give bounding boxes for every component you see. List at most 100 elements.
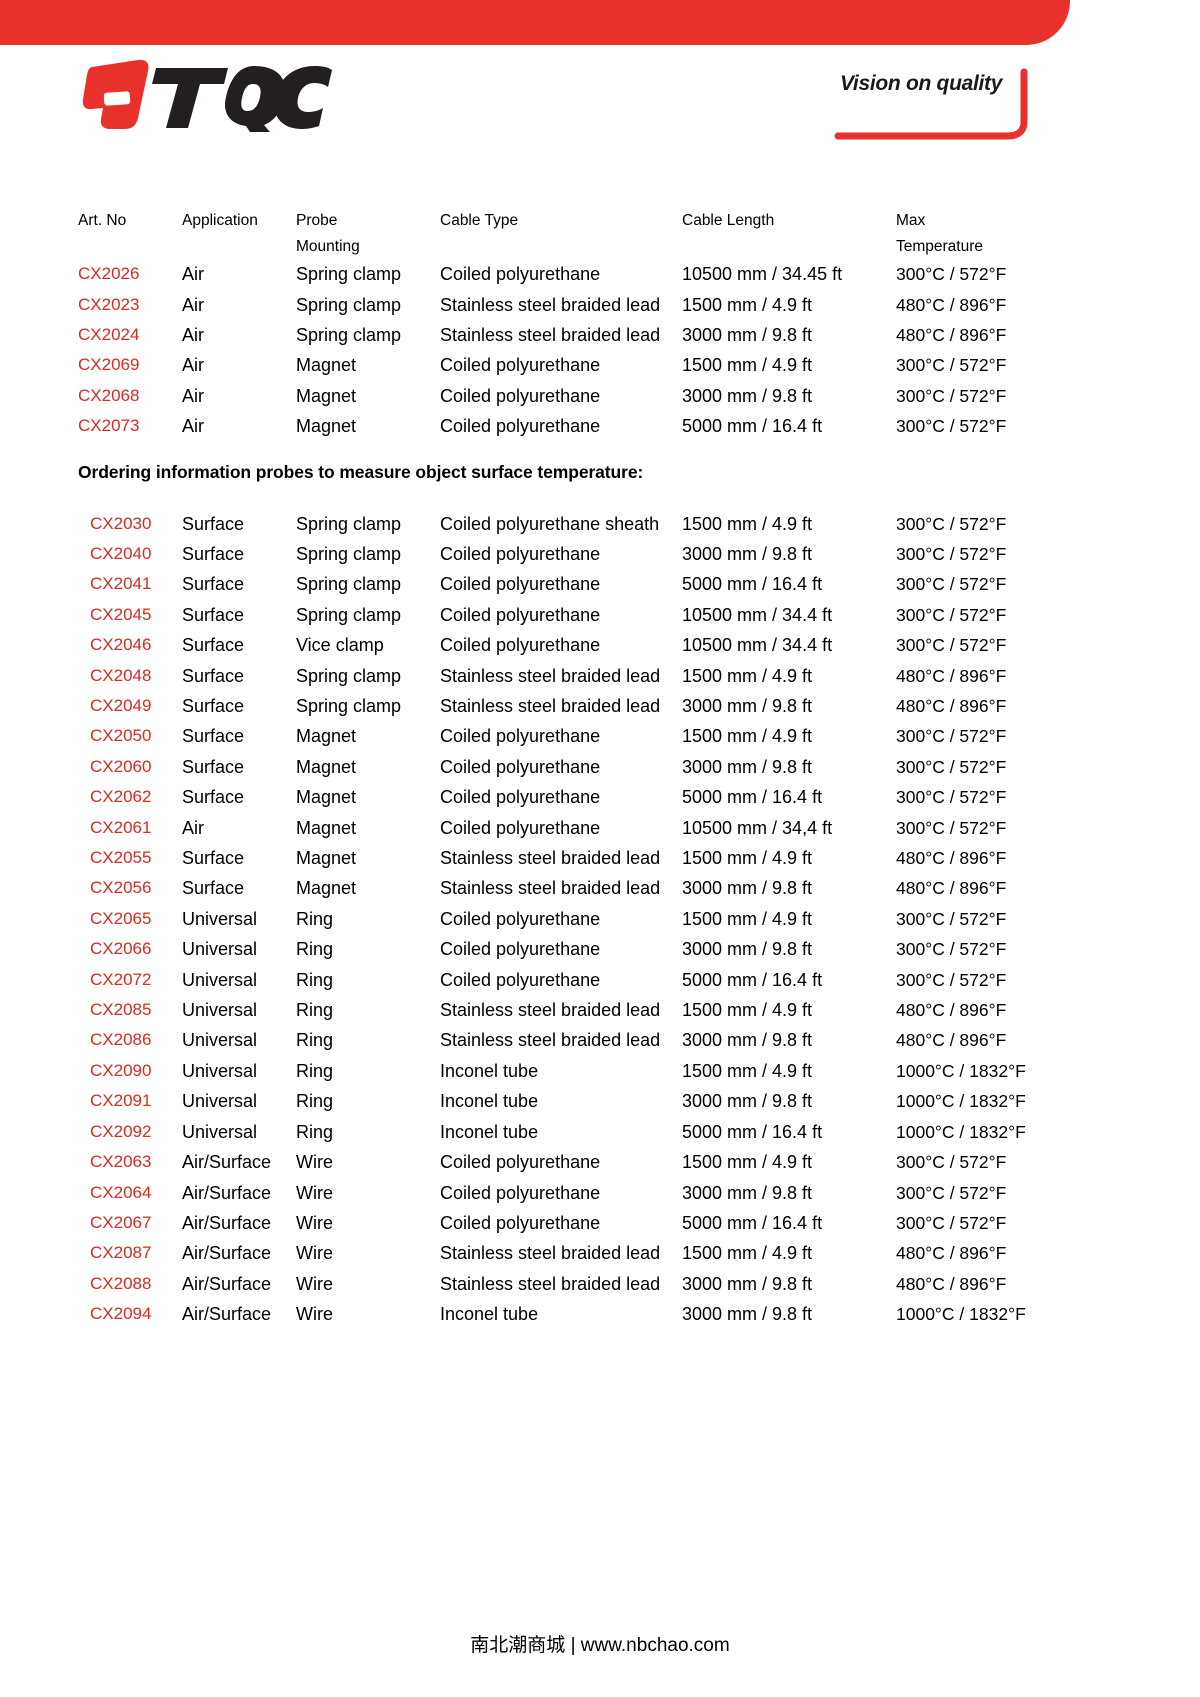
cell-application: Air — [182, 385, 204, 406]
table-row[interactable]: CX2085 Universal Ring Stainless steel braid… — [78, 995, 1046, 1025]
table-header: Art. No Application Probe Mounting Cable… — [78, 208, 1046, 259]
table-row[interactable]: CX2041 Surface Spring clamp Coiled polyuret… — [78, 569, 1046, 599]
cell-cable-length: 3000 mm / 9.8 ft — [682, 1273, 813, 1294]
table-row[interactable]: CX2087 Air/Surface Wire Stainless steel bra… — [78, 1238, 1046, 1268]
table-row[interactable]: CX2065 Universal Ring Coiled polyurethane 15… — [78, 904, 1046, 934]
tqc-logo-svg — [82, 59, 332, 132]
table-row[interactable]: CX2045 Surface Spring clamp Coiled polyuret… — [78, 600, 1046, 630]
cell-cable-length: 3000 mm / 9.8 ft — [682, 1182, 813, 1203]
cell-cable-length: 1500 mm / 4.9 ft — [682, 908, 813, 929]
cell-application: Air — [182, 264, 204, 285]
cell-application: Surface — [182, 726, 245, 747]
cell-probe-mounting: Magnet — [296, 848, 357, 869]
cell-cable-length: 1500 mm / 4.9 ft — [682, 726, 813, 747]
cell-probe-mounting: Ring — [296, 1121, 334, 1142]
cell-cable-length: 3000 mm / 9.8 ft — [682, 939, 813, 960]
cell-cable-type: Coiled polyurethane — [440, 756, 601, 777]
cell-art-no: CX2041 — [90, 574, 152, 594]
cell-cable-length: 1500 mm / 4.9 ft — [682, 513, 813, 534]
table-row[interactable]: CX2050 Surface Magnet Coiled polyurethane 15… — [78, 721, 1046, 751]
cell-cable-type: Coiled polyurethane — [440, 385, 601, 406]
cell-application: Surface — [182, 635, 245, 656]
table-row[interactable]: CX2092 Universal Ring Inconel tube 5000 mm /… — [78, 1117, 1046, 1147]
table-row[interactable]: CX2063 Air/Surface Wire Coiled polyurethane… — [78, 1147, 1046, 1177]
swoosh-path — [834, 68, 1028, 140]
cell-cable-type: Stainless steel braided lead — [440, 324, 661, 345]
table-row[interactable]: CX2088 Air/Surface Wire Stainless steel bra… — [78, 1269, 1046, 1299]
table-row[interactable]: CX2062 Surface Magnet Coiled polyurethane 50… — [78, 782, 1046, 812]
cell-max-temperature: 300°C / 572°F — [896, 939, 1007, 960]
cell-application: Universal — [182, 1000, 258, 1021]
cell-art-no: CX2069 — [78, 355, 140, 375]
cell-probe-mounting: Spring clamp — [296, 543, 402, 564]
column-header-max-temperature: Max Temperature — [896, 208, 1046, 259]
cell-art-no: CX2048 — [90, 665, 152, 685]
table-row[interactable]: CX2072 Universal Ring Coiled polyurethane 50… — [78, 965, 1046, 995]
table-row[interactable]: CX2066 Universal Ring Coiled polyurethane 30… — [78, 934, 1046, 964]
cell-probe-mounting: Spring clamp — [296, 574, 402, 595]
cell-max-temperature: 480°C / 896°F — [896, 294, 1007, 315]
cell-max-temperature: 300°C / 572°F — [896, 604, 1007, 625]
cell-probe-mounting: Wire — [296, 1273, 333, 1294]
cell-cable-type: Coiled polyurethane — [440, 939, 601, 960]
table-row[interactable]: CX2030 Surface Spring clamp Coiled polyuret… — [78, 509, 1046, 539]
cell-cable-type: Stainless steel braided lead — [440, 878, 661, 899]
table-row[interactable]: CX2073 Air Magnet Coiled polyurethane 5000 m… — [78, 411, 1046, 441]
table-row[interactable]: CX2023 Air Spring clamp Stainless steel bra… — [78, 290, 1046, 320]
table-row[interactable]: CX2094 Air/Surface Wire Inconel tube 3000 mm… — [78, 1299, 1046, 1329]
cell-probe-mounting: Vice clamp — [296, 635, 384, 656]
table-row[interactable]: CX2040 Surface Spring clamp Coiled polyuret… — [78, 539, 1046, 569]
cell-art-no: CX2087 — [90, 1243, 152, 1263]
table-row[interactable]: CX2055 Surface Magnet Stainless steel braid… — [78, 843, 1046, 873]
table-row[interactable]: CX2048 Surface Spring clamp Stainless steel… — [78, 661, 1046, 691]
table-row[interactable]: CX2091 Universal Ring Inconel tube 3000 mm /… — [78, 1086, 1046, 1116]
cell-cable-type: Stainless steel braided lead — [440, 1273, 661, 1294]
cell-cable-type: Coiled polyurethane — [440, 969, 601, 990]
cell-probe-mounting: Ring — [296, 1030, 334, 1051]
table-row[interactable]: CX2069 Air Magnet Coiled polyurethane 1500 m… — [78, 350, 1046, 380]
cell-max-temperature: 300°C / 572°F — [896, 513, 1007, 534]
table-row[interactable]: CX2068 Air Magnet Coiled polyurethane 3000 m… — [78, 381, 1046, 411]
table-row[interactable]: CX2086 Universal Ring Stainless steel braid… — [78, 1025, 1046, 1055]
table-row[interactable]: CX2061 Air Magnet Coiled polyurethane 10500 … — [78, 813, 1046, 843]
table-row[interactable]: CX2090 Universal Ring Inconel tube 1500 mm /… — [78, 1056, 1046, 1086]
cell-application: Universal — [182, 1091, 258, 1112]
cell-cable-length: 10500 mm / 34.4 ft — [682, 604, 833, 625]
cell-max-temperature: 300°C / 572°F — [896, 574, 1007, 595]
cell-art-no: CX2046 — [90, 635, 152, 655]
cell-art-no: CX2090 — [90, 1060, 152, 1080]
cell-probe-mounting: Spring clamp — [296, 294, 402, 315]
cell-max-temperature: 480°C / 896°F — [896, 1273, 1007, 1294]
cell-cable-length: 1500 mm / 4.9 ft — [682, 665, 813, 686]
cell-cable-type: Coiled polyurethane — [440, 1152, 601, 1173]
cell-cable-length: 1500 mm / 4.9 ft — [682, 848, 813, 869]
section-heading-surface-probes: Ordering information probes to measure o… — [78, 461, 644, 482]
table-row[interactable]: CX2056 Surface Magnet Stainless steel braid… — [78, 873, 1046, 903]
cell-probe-mounting: Spring clamp — [296, 264, 402, 285]
cell-cable-length: 10500 mm / 34.4 ft — [682, 635, 833, 656]
cell-max-temperature: 300°C / 572°F — [896, 1152, 1007, 1173]
cell-cable-length: 1500 mm / 4.9 ft — [682, 294, 813, 315]
logo-mark-notch — [103, 91, 131, 106]
cell-probe-mounting: Magnet — [296, 355, 357, 376]
table-row[interactable]: CX2049 Surface Spring clamp Stainless steel… — [78, 691, 1046, 721]
table-row[interactable]: CX2046 Surface Vice clamp Coiled polyuretha… — [78, 630, 1046, 660]
cell-probe-mounting: Ring — [296, 969, 334, 990]
surface-probes-table-body: CX2030 Surface Spring clamp Coiled polyuret… — [78, 509, 1046, 1330]
footer-watermark: 南北潮商城 | www.nbchao.com — [470, 1635, 730, 1656]
cell-art-no: CX2067 — [90, 1212, 152, 1232]
cell-application: Universal — [182, 969, 258, 990]
table-row[interactable]: CX2067 Air/Surface Wire Coiled polyurethane… — [78, 1208, 1046, 1238]
table-row[interactable]: CX2024 Air Spring clamp Stainless steel bra… — [78, 320, 1046, 350]
table-row[interactable]: CX2060 Surface Magnet Coiled polyurethane 30… — [78, 752, 1046, 782]
cell-art-no: CX2055 — [90, 848, 152, 868]
table-row[interactable]: CX2064 Air/Surface Wire Coiled polyurethane… — [78, 1178, 1046, 1208]
cell-probe-mounting: Ring — [296, 939, 334, 960]
cell-max-temperature: 480°C / 896°F — [896, 848, 1007, 869]
cell-max-temperature: 300°C / 572°F — [896, 543, 1007, 564]
cell-application: Air — [182, 817, 204, 838]
table-row[interactable]: CX2026 Air Spring clamp Coiled polyurethane… — [78, 259, 1046, 289]
cell-probe-mounting: Wire — [296, 1304, 333, 1325]
cell-max-temperature: 300°C / 572°F — [896, 264, 1007, 285]
cell-probe-mounting: Magnet — [296, 817, 357, 838]
